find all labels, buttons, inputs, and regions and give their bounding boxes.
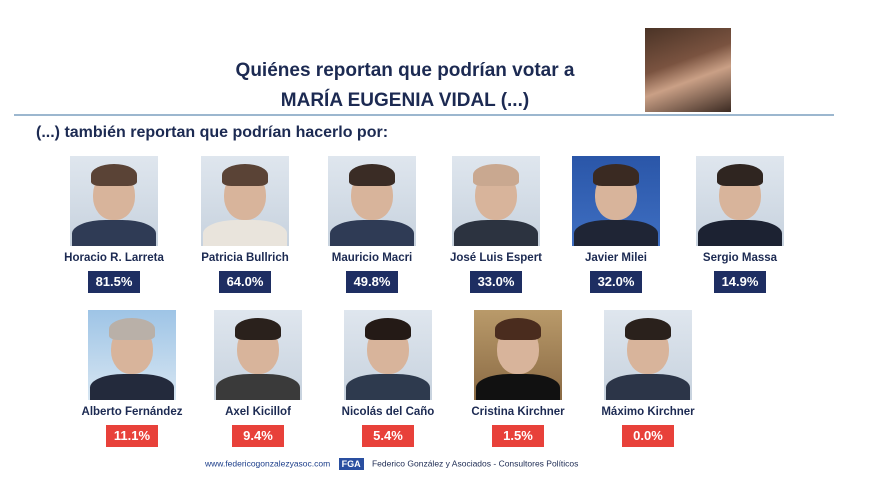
candidate-photo (474, 310, 562, 400)
chart-title: Quiénes reportan que podrían votar a MAR… (170, 56, 640, 116)
footer-org: Federico González y Asociados - Consulto… (372, 458, 578, 468)
footer-url[interactable]: www.federicogonzalezyasoc.com (205, 458, 330, 468)
candidate-card: José Luis Espert 33.0% (426, 156, 566, 293)
candidate-name: Cristina Kirchner (448, 406, 588, 418)
candidate-name: Horacio R. Larreta (44, 252, 184, 264)
candidate-photo (572, 156, 660, 246)
candidate-percentage: 14.9% (714, 271, 766, 293)
footer: www.federicogonzalezyasoc.com FGA Federi… (205, 458, 578, 470)
candidate-card: Axel Kicillof 9.4% (188, 310, 328, 447)
candidate-photo (696, 156, 784, 246)
candidate-name: Alberto Fernández (62, 406, 202, 418)
candidate-card: Sergio Massa 14.9% (670, 156, 810, 293)
candidate-name: Axel Kicillof (188, 406, 328, 418)
candidate-photo (452, 156, 540, 246)
candidate-photo (70, 156, 158, 246)
candidate-card: Javier Milei 32.0% (546, 156, 686, 293)
candidate-percentage: 33.0% (470, 271, 522, 293)
candidate-card: Nicolás del Caño 5.4% (318, 310, 458, 447)
candidate-card: Mauricio Macri 49.8% (302, 156, 442, 293)
candidate-name: Mauricio Macri (302, 252, 442, 264)
candidate-name: Patricia Bullrich (175, 252, 315, 264)
candidate-photo (214, 310, 302, 400)
candidate-card: Cristina Kirchner 1.5% (448, 310, 588, 447)
candidate-percentage: 32.0% (590, 271, 642, 293)
candidate-percentage: 5.4% (362, 425, 414, 447)
candidate-name: Máximo Kirchner (578, 406, 718, 418)
fga-logo: FGA (339, 458, 364, 470)
candidate-percentage: 1.5% (492, 425, 544, 447)
candidate-card: Alberto Fernández 11.1% (62, 310, 202, 447)
candidate-name: Sergio Massa (670, 252, 810, 264)
title-line-2: MARÍA EUGENIA VIDAL (...) (170, 86, 640, 116)
candidate-photo (328, 156, 416, 246)
candidate-name: José Luis Espert (426, 252, 566, 264)
candidate-percentage: 49.8% (346, 271, 398, 293)
candidate-name: Javier Milei (546, 252, 686, 264)
candidate-card: Patricia Bullrich 64.0% (175, 156, 315, 293)
candidate-card: Máximo Kirchner 0.0% (578, 310, 718, 447)
divider (14, 114, 834, 116)
candidate-percentage: 81.5% (88, 271, 140, 293)
candidate-photo (88, 310, 176, 400)
candidate-percentage: 64.0% (219, 271, 271, 293)
candidate-photo (344, 310, 432, 400)
candidate-percentage: 0.0% (622, 425, 674, 447)
candidate-percentage: 11.1% (106, 425, 158, 447)
candidate-photo (604, 310, 692, 400)
vidal-portrait (645, 28, 731, 112)
subtitle: (...) también reportan que podrían hacer… (36, 124, 388, 142)
candidate-photo (201, 156, 289, 246)
candidate-percentage: 9.4% (232, 425, 284, 447)
candidate-card: Horacio R. Larreta 81.5% (44, 156, 184, 293)
title-line-1: Quiénes reportan que podrían votar a (170, 56, 640, 86)
candidate-name: Nicolás del Caño (318, 406, 458, 418)
